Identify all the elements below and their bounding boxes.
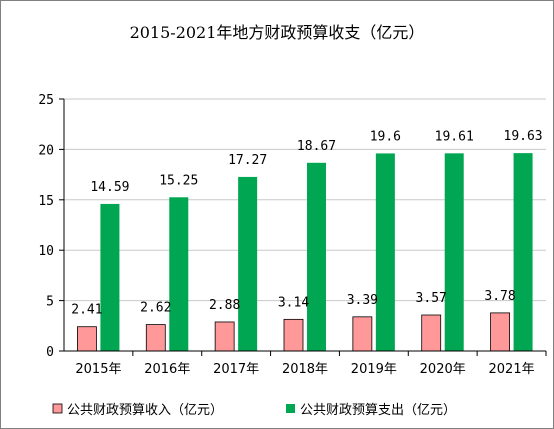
revenue-data-label: 3.78 — [484, 289, 515, 304]
x-tick-label: 2021年 — [489, 362, 535, 377]
revenue-bar — [145, 324, 166, 352]
revenue-data-label: 3.39 — [347, 293, 378, 308]
gridlines — [64, 98, 546, 302]
expenditure-data-label: 19.63 — [504, 129, 543, 144]
y-tick-label: 20 — [38, 143, 54, 158]
revenue-data-label: 3.57 — [416, 291, 447, 306]
x-tick-label: 2017年 — [213, 362, 259, 377]
expenditure-bar — [238, 176, 258, 351]
chart-title: 2015-2021年地方财政预算收支（亿元） — [130, 23, 425, 42]
y-tick-label: 25 — [38, 93, 54, 108]
expenditure-data-label: 17.27 — [228, 153, 267, 168]
legend-label-expenditure: 公共财政预算支出（亿元） — [300, 403, 456, 418]
expenditure-bar — [375, 153, 395, 351]
expenditure-data-label: 18.67 — [297, 139, 336, 154]
bars — [77, 153, 533, 352]
x-tick-label: 2018年 — [282, 362, 328, 377]
revenue-bar — [214, 321, 235, 352]
expenditure-bar — [169, 197, 189, 351]
y-tick-label: 5 — [46, 295, 54, 310]
y-tick-label: 0 — [46, 345, 54, 360]
revenue-bar — [77, 326, 97, 352]
revenue-data-label: 3.14 — [278, 295, 309, 310]
y-axis: 0 5 10 15 20 25 — [38, 93, 65, 360]
expenditure-data-label: 19.6 — [370, 129, 401, 144]
x-tick-label: 2020年 — [420, 362, 466, 377]
revenue-bar — [283, 318, 304, 352]
expenditure-bar — [444, 153, 464, 351]
expenditure-data-label: 15.25 — [159, 173, 198, 188]
revenue-data-label: 2.88 — [209, 298, 240, 313]
revenue-bar — [490, 312, 510, 352]
legend-swatch-expenditure — [286, 404, 295, 413]
y-tick-label: 15 — [38, 194, 54, 209]
x-axis: 2015年 2016年 2017年 2018年 2019年 2020年 2021年 — [64, 350, 547, 377]
data-labels: 2.41 14.59 2.62 15.25 2.88 17.27 3.14 18.67 3.39… — [71, 129, 542, 318]
expenditure-data-label: 14.59 — [90, 180, 129, 195]
y-tick-label: 10 — [38, 244, 54, 259]
x-tick-label: 2015年 — [75, 362, 121, 377]
x-tick-label: 2019年 — [351, 362, 397, 377]
revenue-data-label: 2.41 — [71, 303, 102, 318]
expenditure-bar — [513, 153, 533, 351]
revenue-bar — [352, 316, 373, 352]
expenditure-data-label: 19.61 — [435, 129, 474, 144]
revenue-data-label: 2.62 — [140, 301, 171, 316]
x-tick-label: 2016年 — [144, 362, 190, 377]
expenditure-bar — [307, 162, 326, 351]
legend-swatch-revenue — [52, 403, 63, 414]
legend-label-revenue: 公共财政预算收入（亿元） — [67, 403, 223, 418]
legend: 公共财政预算收入（亿元） 公共财政预算支出（亿元） — [52, 403, 456, 418]
revenue-bar — [421, 314, 442, 352]
expenditure-bar — [100, 203, 120, 351]
